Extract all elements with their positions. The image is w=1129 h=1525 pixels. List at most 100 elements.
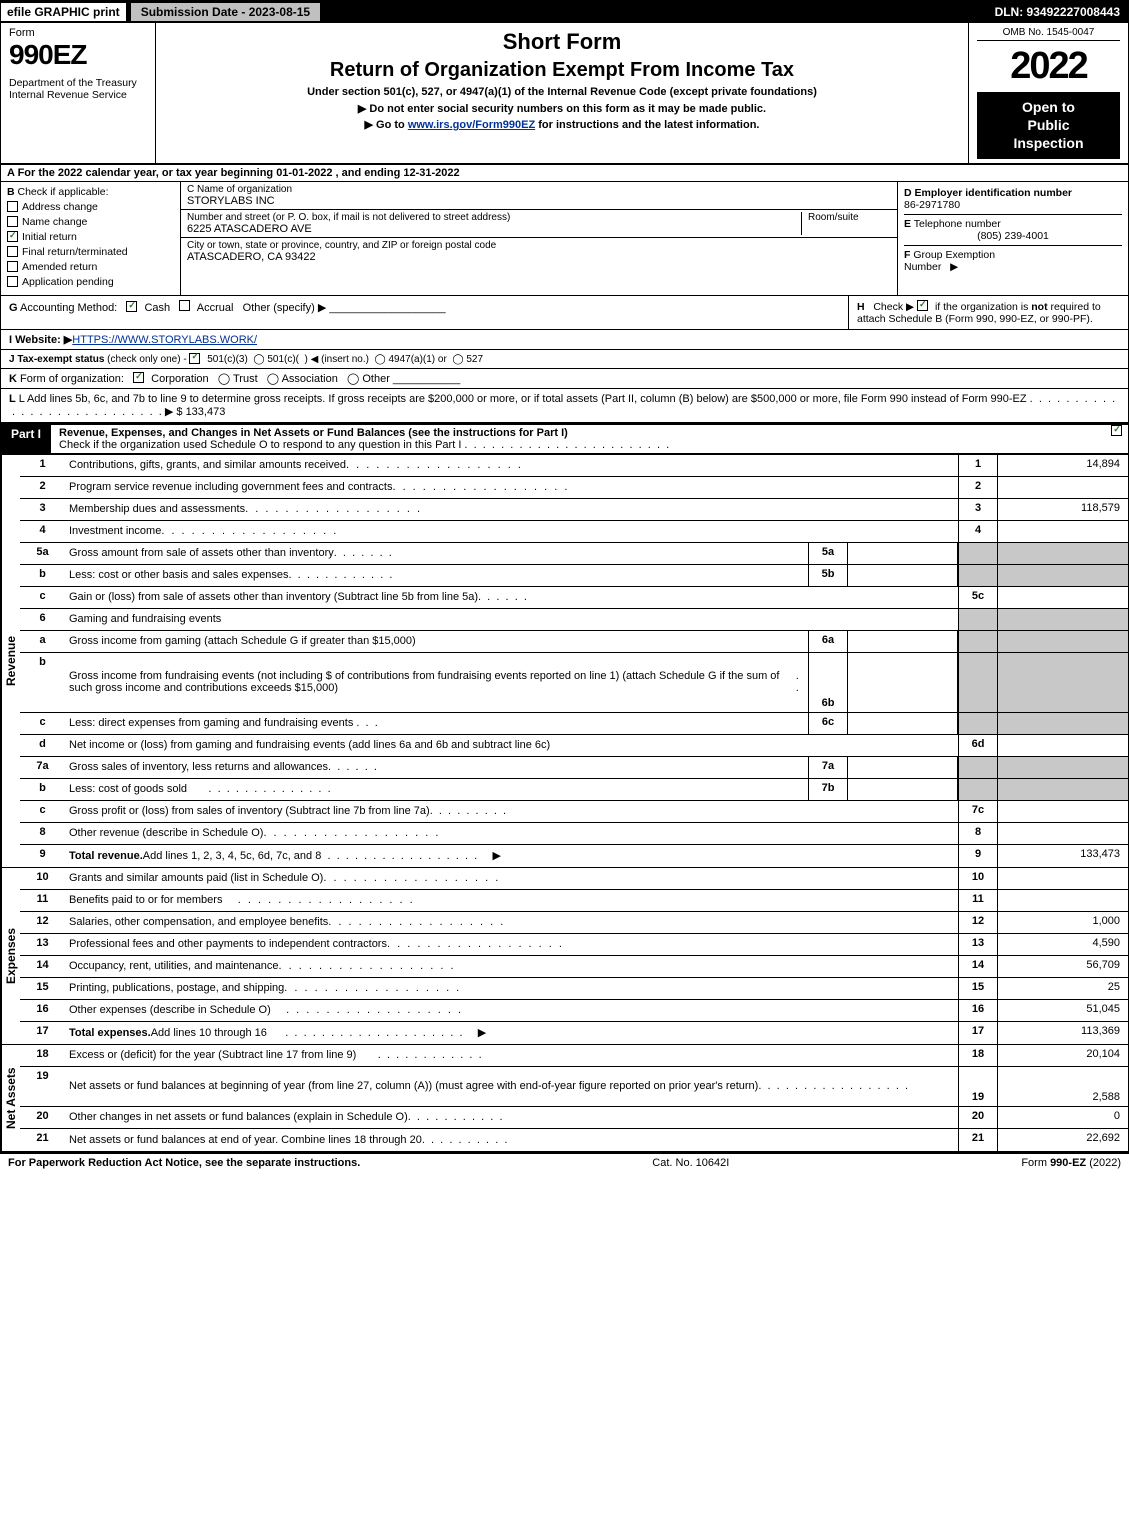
footer-left: For Paperwork Reduction Act Notice, see … [8, 1157, 360, 1169]
form-number: 990EZ [9, 39, 147, 71]
checkbox-icon [7, 246, 18, 257]
expenses-table: Expenses 10 Grants and similar amounts p… [1, 868, 1128, 1045]
line-l-value: ▶ $ 133,473 [165, 406, 225, 418]
irs-link[interactable]: www.irs.gov/Form990EZ [408, 119, 535, 131]
city-cell: City or town, state or province, country… [181, 238, 897, 265]
submission-date: Submission Date - 2023-08-15 [130, 2, 321, 22]
line-4: 4 Investment income 4 [20, 521, 1128, 543]
form-label: Form [9, 27, 147, 39]
line-10: 10 Grants and similar amounts paid (list… [20, 868, 1128, 890]
line-16: 16 Other expenses (describe in Schedule … [20, 1000, 1128, 1022]
net-assets-vertical-label: Net Assets [1, 1045, 20, 1151]
line-15: 15 Printing, publications, postage, and … [20, 978, 1128, 1000]
line-12: 12 Salaries, other compensation, and emp… [20, 912, 1128, 934]
top-bar: efile GRAPHIC print Submission Date - 20… [1, 1, 1128, 23]
checkbox-icon [7, 231, 18, 242]
part-1-title: Revenue, Expenses, and Changes in Net As… [51, 425, 1108, 453]
section-a-text: A For the 2022 calendar year, or tax yea… [7, 167, 460, 179]
ein-label: D Employer identification number [904, 187, 1122, 199]
line-7a: 7a Gross sales of inventory, less return… [20, 757, 1128, 779]
line-13: 13 Professional fees and other payments … [20, 934, 1128, 956]
part-1-label: Part I [1, 425, 51, 453]
revenue-vertical-label: Revenue [1, 455, 20, 867]
address-label: Number and street (or P. O. box, if mail… [187, 212, 801, 223]
short-form-title: Short Form [166, 29, 958, 55]
ein-cell: D Employer identification number 86-2971… [904, 184, 1122, 215]
section-b-label: B Check if applicable: [7, 186, 174, 198]
tel-value: (805) 239-4001 [904, 230, 1122, 242]
checkbox-address-change[interactable]: Address change [7, 201, 174, 213]
org-name-label: C Name of organization [187, 184, 891, 195]
line-5a: 5a Gross amount from sale of assets othe… [20, 543, 1128, 565]
org-name-cell: C Name of organization STORYLABS INC [181, 182, 897, 210]
checkbox-application-pending[interactable]: Application pending [7, 276, 174, 288]
ein-value: 86-2971780 [904, 199, 1122, 211]
checkbox-initial-return[interactable]: Initial return [7, 231, 174, 243]
line-9: 9 Total revenue. Add lines 1, 2, 3, 4, 5… [20, 845, 1128, 867]
department-label: Department of the TreasuryInternal Reven… [9, 77, 147, 101]
org-name-value: STORYLABS INC [187, 195, 891, 207]
instruction-2: ▶ Go to www.irs.gov/Form990EZ for instru… [166, 118, 958, 131]
under-section-text: Under section 501(c), 527, or 4947(a)(1)… [166, 86, 958, 98]
tax-year: 2022 [977, 45, 1120, 88]
section-h: H Check ▶ if the organization is not req… [848, 296, 1128, 329]
line-21: 21 Net assets or fund balances at end of… [20, 1129, 1128, 1151]
form-990ez: efile GRAPHIC print Submission Date - 20… [0, 0, 1129, 1154]
line-3: 3 Membership dues and assessments 3 118,… [20, 499, 1128, 521]
checkbox-icon [7, 276, 18, 287]
section-g: G Accounting Method: Cash Accrual Other … [1, 296, 848, 329]
line-11: 11 Benefits paid to or for members 11 [20, 890, 1128, 912]
part-1-header: Part I Revenue, Expenses, and Changes in… [1, 423, 1128, 455]
city-value: ATASCADERO, CA 93422 [187, 251, 891, 263]
line-6d: d Net income or (loss) from gaming and f… [20, 735, 1128, 757]
section-i: I Website: ▶HTTPS://WWW.STORYLABS.WORK/ [1, 330, 1128, 350]
omb-number: OMB No. 1545-0047 [977, 27, 1120, 41]
checkbox-name-change[interactable]: Name change [7, 216, 174, 228]
checkbox-amended-return[interactable]: Amended return [7, 261, 174, 273]
checkbox-icon [189, 353, 200, 364]
line-20: 20 Other changes in net assets or fund b… [20, 1107, 1128, 1129]
line-17: 17 Total expenses. Add lines 10 through … [20, 1022, 1128, 1044]
revenue-rows: 1 Contributions, gifts, grants, and simi… [20, 455, 1128, 867]
revenue-table: Revenue 1 Contributions, gifts, grants, … [1, 455, 1128, 868]
footer-center: Cat. No. 10642I [360, 1157, 1021, 1169]
tel-label: E Telephone number [904, 218, 1122, 230]
part-1-checkbox[interactable] [1108, 425, 1128, 453]
room-label: Room/suite [808, 212, 891, 223]
checkbox-icon [126, 301, 137, 312]
section-k: K Form of organization: Corporation ◯ Tr… [1, 369, 1128, 389]
header-left: Form 990EZ Department of the TreasuryInt… [1, 23, 156, 163]
dln-label: DLN: 93492227008443 [995, 5, 1128, 19]
checkbox-icon [1111, 425, 1122, 436]
open-public-badge: Open toPublicInspection [977, 92, 1120, 159]
city-label: City or town, state or province, country… [187, 240, 891, 251]
sections-g-h: G Accounting Method: Cash Accrual Other … [1, 296, 1128, 330]
header-center: Short Form Return of Organization Exempt… [156, 23, 968, 163]
line-14: 14 Occupancy, rent, utilities, and maint… [20, 956, 1128, 978]
return-title: Return of Organization Exempt From Incom… [166, 59, 958, 82]
line-5c: c Gain or (loss) from sale of assets oth… [20, 587, 1128, 609]
line-8: 8 Other revenue (describe in Schedule O)… [20, 823, 1128, 845]
header-right: OMB No. 1545-0047 2022 Open toPublicInsp… [968, 23, 1128, 163]
section-c: C Name of organization STORYLABS INC Num… [181, 182, 898, 295]
expenses-rows: 10 Grants and similar amounts paid (list… [20, 868, 1128, 1044]
line-6a: a Gross income from gaming (attach Sched… [20, 631, 1128, 653]
checkbox-icon [133, 372, 144, 383]
line-18: 18 Excess or (deficit) for the year (Sub… [20, 1045, 1128, 1067]
instruction-1: ▶ Do not enter social security numbers o… [166, 102, 958, 115]
sections-b-through-f: B Check if applicable: Address change Na… [1, 182, 1128, 296]
checkbox-icon [7, 216, 18, 227]
line-7b: b Less: cost of goods sold . . . . . . .… [20, 779, 1128, 801]
line-19: 19 Net assets or fund balances at beginn… [20, 1067, 1128, 1107]
address-cell: Number and street (or P. O. box, if mail… [181, 210, 897, 238]
section-l: L L Add lines 5b, 6c, and 7b to line 9 t… [1, 389, 1128, 423]
net-assets-rows: 18 Excess or (deficit) for the year (Sub… [20, 1045, 1128, 1151]
checkbox-icon [7, 261, 18, 272]
page-footer: For Paperwork Reduction Act Notice, see … [0, 1154, 1129, 1172]
section-a: A For the 2022 calendar year, or tax yea… [1, 165, 1128, 182]
website-link[interactable]: HTTPS://WWW.STORYLABS.WORK/ [72, 334, 257, 346]
address-value: 6225 ATASCADERO AVE [187, 223, 801, 235]
checkbox-final-return[interactable]: Final return/terminated [7, 246, 174, 258]
checkbox-icon [917, 300, 928, 311]
group-label: F Group ExemptionNumber ▶ [904, 249, 1122, 273]
